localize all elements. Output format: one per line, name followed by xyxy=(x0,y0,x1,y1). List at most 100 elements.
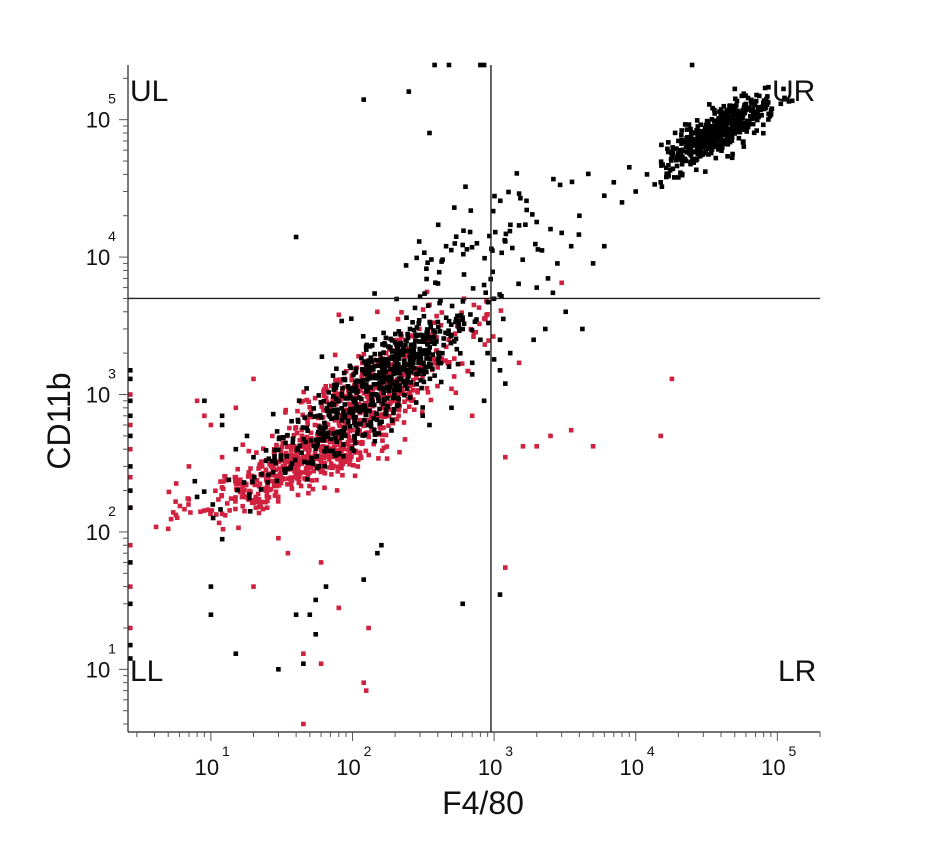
data-point-red xyxy=(318,469,324,475)
data-point-black xyxy=(128,601,133,607)
data-point-black xyxy=(728,106,733,112)
data-point-black xyxy=(707,124,713,130)
data-point-red xyxy=(240,483,246,489)
data-point-black xyxy=(516,191,522,196)
data-point-black xyxy=(364,368,370,374)
data-point-black xyxy=(458,313,464,318)
data-point-red xyxy=(269,478,274,484)
data-point-black xyxy=(339,435,344,441)
data-point-black xyxy=(672,175,677,180)
data-point-red xyxy=(386,423,391,428)
data-point-black xyxy=(233,651,239,656)
data-point-black xyxy=(315,413,320,419)
data-point-black xyxy=(713,155,719,161)
data-point-red xyxy=(354,394,360,399)
data-point-red xyxy=(396,407,402,413)
data-point-black xyxy=(680,171,685,177)
data-point-black xyxy=(490,208,496,214)
data-point-red xyxy=(216,497,221,502)
data-point-red xyxy=(274,483,279,489)
data-point-black xyxy=(415,333,421,338)
data-point-red xyxy=(403,408,408,414)
data-point-black xyxy=(334,382,339,387)
data-point-black xyxy=(407,356,413,361)
data-point-black xyxy=(741,124,746,129)
data-point-black xyxy=(392,368,398,374)
data-point-red xyxy=(292,453,298,459)
data-point-red xyxy=(357,417,362,423)
data-point-black xyxy=(716,129,722,134)
data-point-black xyxy=(677,153,683,159)
data-point-red xyxy=(465,368,470,374)
data-point-red xyxy=(503,454,508,460)
data-point-red xyxy=(379,432,384,438)
data-point-black xyxy=(736,135,742,141)
data-point-black xyxy=(420,336,426,341)
data-point-black xyxy=(429,335,434,340)
data-point-black xyxy=(716,121,722,127)
data-point-black xyxy=(241,480,247,485)
data-point-black xyxy=(729,134,735,139)
data-point-red xyxy=(293,474,298,480)
data-point-red xyxy=(350,427,355,433)
data-point-black xyxy=(313,632,318,637)
data-point-black xyxy=(679,141,684,146)
data-point-red xyxy=(220,479,226,484)
data-point-black xyxy=(404,315,409,320)
data-point-red xyxy=(128,422,133,428)
data-point-black xyxy=(424,336,429,342)
data-point-black xyxy=(449,405,454,411)
data-point-black xyxy=(226,477,232,483)
data-point-black xyxy=(235,487,240,493)
data-point-black xyxy=(708,138,713,143)
data-point-black xyxy=(718,107,724,112)
data-point-red xyxy=(380,412,386,417)
data-point-black xyxy=(705,137,711,142)
data-point-black xyxy=(413,400,419,405)
data-point-red xyxy=(335,442,341,447)
data-point-red xyxy=(490,334,496,339)
data-point-black xyxy=(742,110,748,116)
data-point-black xyxy=(778,101,784,107)
data-point-red xyxy=(319,404,324,409)
data-point-red xyxy=(361,680,366,685)
data-point-black xyxy=(372,291,377,296)
data-point-red xyxy=(205,507,211,513)
data-point-black xyxy=(316,393,322,398)
data-point-red xyxy=(165,526,171,532)
data-point-red xyxy=(398,391,403,397)
data-point-black xyxy=(397,383,403,388)
data-point-black xyxy=(419,385,424,391)
data-point-red xyxy=(248,466,253,471)
data-point-black xyxy=(461,251,466,257)
data-point-black xyxy=(688,159,693,165)
data-point-red xyxy=(294,466,299,471)
data-point-black xyxy=(676,175,681,180)
data-point-black xyxy=(423,351,428,356)
data-point-red xyxy=(366,430,371,435)
data-point-black xyxy=(361,97,366,102)
data-point-black xyxy=(460,326,465,332)
data-point-black xyxy=(398,341,403,346)
data-point-black xyxy=(219,413,225,419)
data-point-black xyxy=(427,345,432,350)
data-point-black xyxy=(568,243,574,249)
data-point-black xyxy=(307,412,313,417)
data-point-black xyxy=(786,99,792,104)
data-point-red xyxy=(364,394,370,399)
data-point-red xyxy=(219,511,225,517)
data-point-red xyxy=(188,510,193,515)
data-point-black xyxy=(728,121,733,126)
data-point-black xyxy=(340,431,345,436)
data-point-black xyxy=(387,374,393,380)
data-point-black xyxy=(292,457,298,463)
data-point-black xyxy=(396,402,401,407)
data-point-black xyxy=(354,390,359,395)
data-point-black xyxy=(424,266,429,271)
data-point-black xyxy=(731,121,736,127)
data-point-black xyxy=(402,364,407,369)
data-point-red xyxy=(276,535,281,541)
data-point-black xyxy=(404,368,409,373)
data-point-black xyxy=(445,331,451,336)
data-point-black xyxy=(395,356,401,362)
